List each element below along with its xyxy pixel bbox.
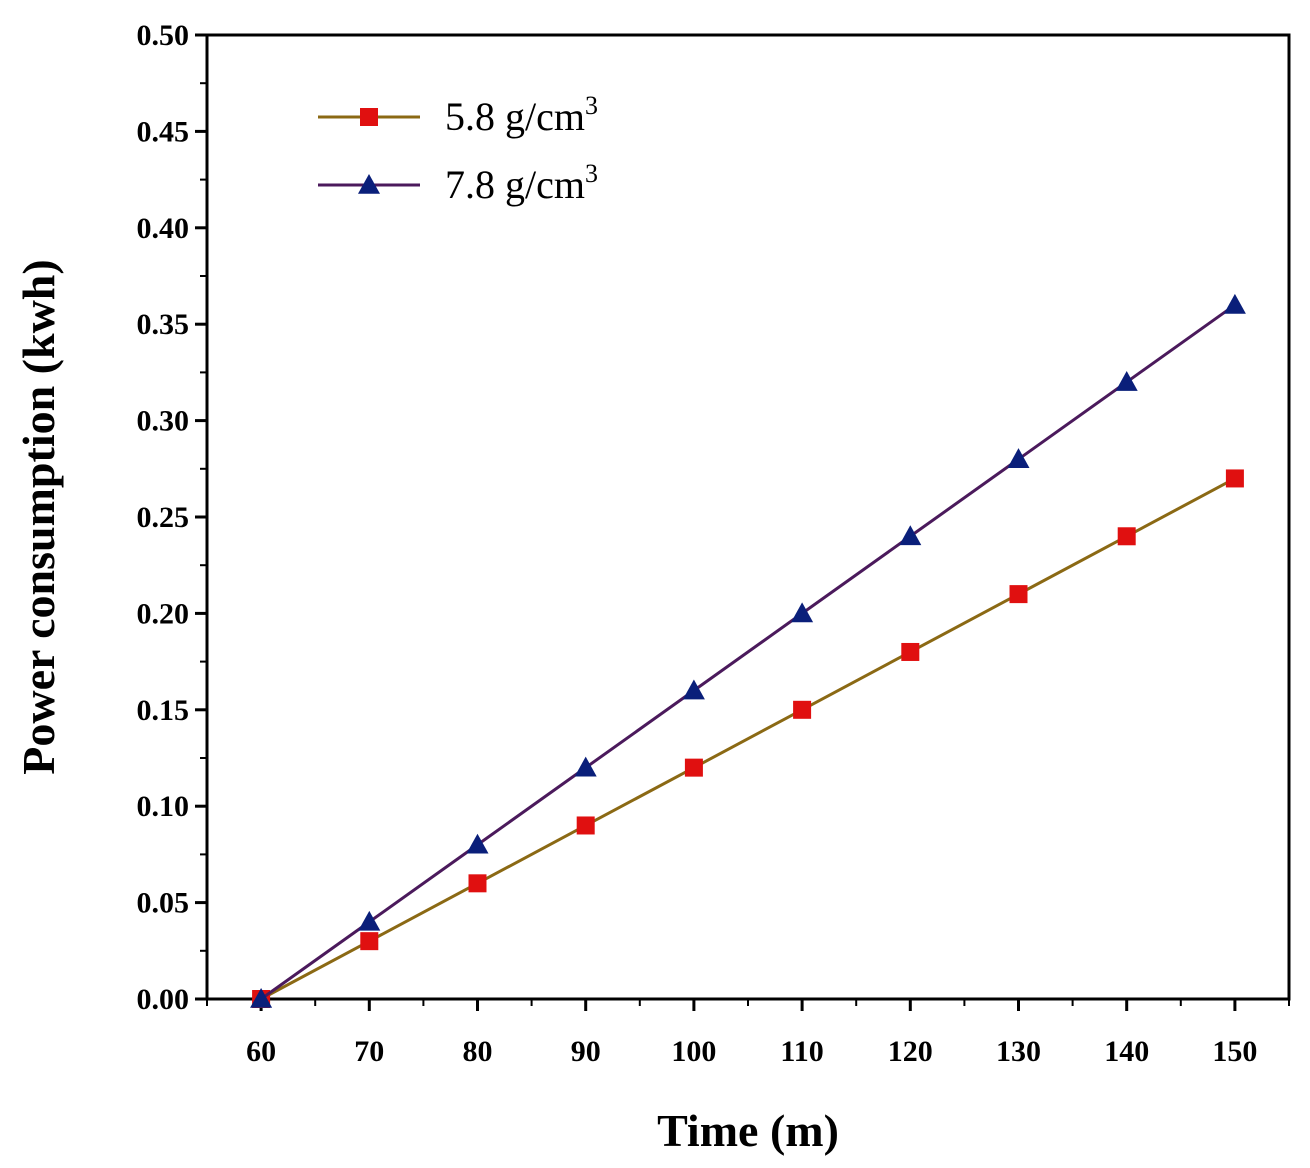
- data-point: [466, 833, 489, 854]
- data-point: [576, 816, 595, 835]
- series-line: [260, 477, 1236, 1001]
- x-tick-label: 100: [671, 1035, 716, 1068]
- y-tick-label: 0.20: [137, 597, 190, 630]
- data-point: [791, 602, 814, 623]
- data-point: [899, 525, 922, 546]
- data-point: [358, 910, 381, 931]
- legend-label: 7.8 g/cm3: [445, 159, 598, 207]
- data-point: [250, 988, 273, 1008]
- data-point: [1115, 371, 1138, 391]
- data-point: [1225, 469, 1244, 488]
- x-tick-label: 120: [888, 1035, 933, 1068]
- series-line: [260, 303, 1236, 1001]
- data-point: [1117, 527, 1136, 546]
- data-point: [468, 874, 487, 893]
- y-tick-label: 0.25: [137, 501, 190, 534]
- data-point: [793, 700, 812, 719]
- x-tick-label: 60: [246, 1035, 276, 1068]
- legend-entry: 5.8 g/cm3: [318, 91, 598, 139]
- x-tick-label: 70: [354, 1035, 384, 1068]
- data-point: [1009, 585, 1028, 604]
- x-tick-label: 110: [780, 1035, 823, 1068]
- data-point: [1007, 448, 1030, 468]
- data-point: [1223, 293, 1246, 314]
- x-axis-ticks: 60 70 80 90 100 110 120 130 140 150: [206, 999, 1290, 1068]
- y-axis-ticks: 0.00 0.05 0.10 0.15 0.20 0.25 0.30 0.35 0.40 0.45…: [137, 19, 207, 1016]
- legend-label-main: 7.8 g/cm: [445, 162, 585, 207]
- data-point: [574, 756, 597, 777]
- series-layer: [250, 293, 1246, 1008]
- y-tick-label: 0.45: [137, 115, 190, 148]
- series-2: [250, 293, 1246, 1008]
- y-tick-label: 0.05: [137, 887, 190, 920]
- legend-entry: 7.8 g/cm3: [318, 159, 598, 207]
- x-tick-label: 90: [571, 1035, 601, 1068]
- y-tick-label: 0.30: [137, 405, 190, 438]
- y-tick-label: 0.35: [137, 308, 190, 341]
- legend-marker: [358, 174, 380, 194]
- legend-marker: [360, 108, 378, 126]
- series-1: [252, 469, 1244, 1008]
- x-tick-label: 150: [1212, 1035, 1257, 1068]
- y-tick-label: 0.15: [137, 694, 190, 727]
- x-axis-title: Time (m): [657, 1105, 839, 1156]
- y-tick-label: 0.50: [137, 19, 190, 52]
- data-point: [682, 679, 705, 700]
- y-tick-label: 0.40: [137, 212, 190, 245]
- y-tick-label: 0.10: [137, 790, 190, 823]
- y-tick-label: 0.00: [137, 983, 190, 1016]
- y-axis-title: Power consumption (kwh): [13, 259, 64, 774]
- data-point: [684, 758, 703, 777]
- legend-label-superscript: 3: [585, 159, 598, 188]
- data-point: [901, 642, 920, 661]
- legend-label: 5.8 g/cm3: [445, 91, 598, 139]
- legend-label-superscript: 3: [585, 91, 598, 120]
- data-point: [360, 932, 379, 951]
- legend-label-main: 5.8 g/cm: [445, 94, 585, 139]
- x-tick-label: 140: [1104, 1035, 1149, 1068]
- x-tick-label: 130: [996, 1035, 1041, 1068]
- x-tick-label: 80: [463, 1035, 493, 1068]
